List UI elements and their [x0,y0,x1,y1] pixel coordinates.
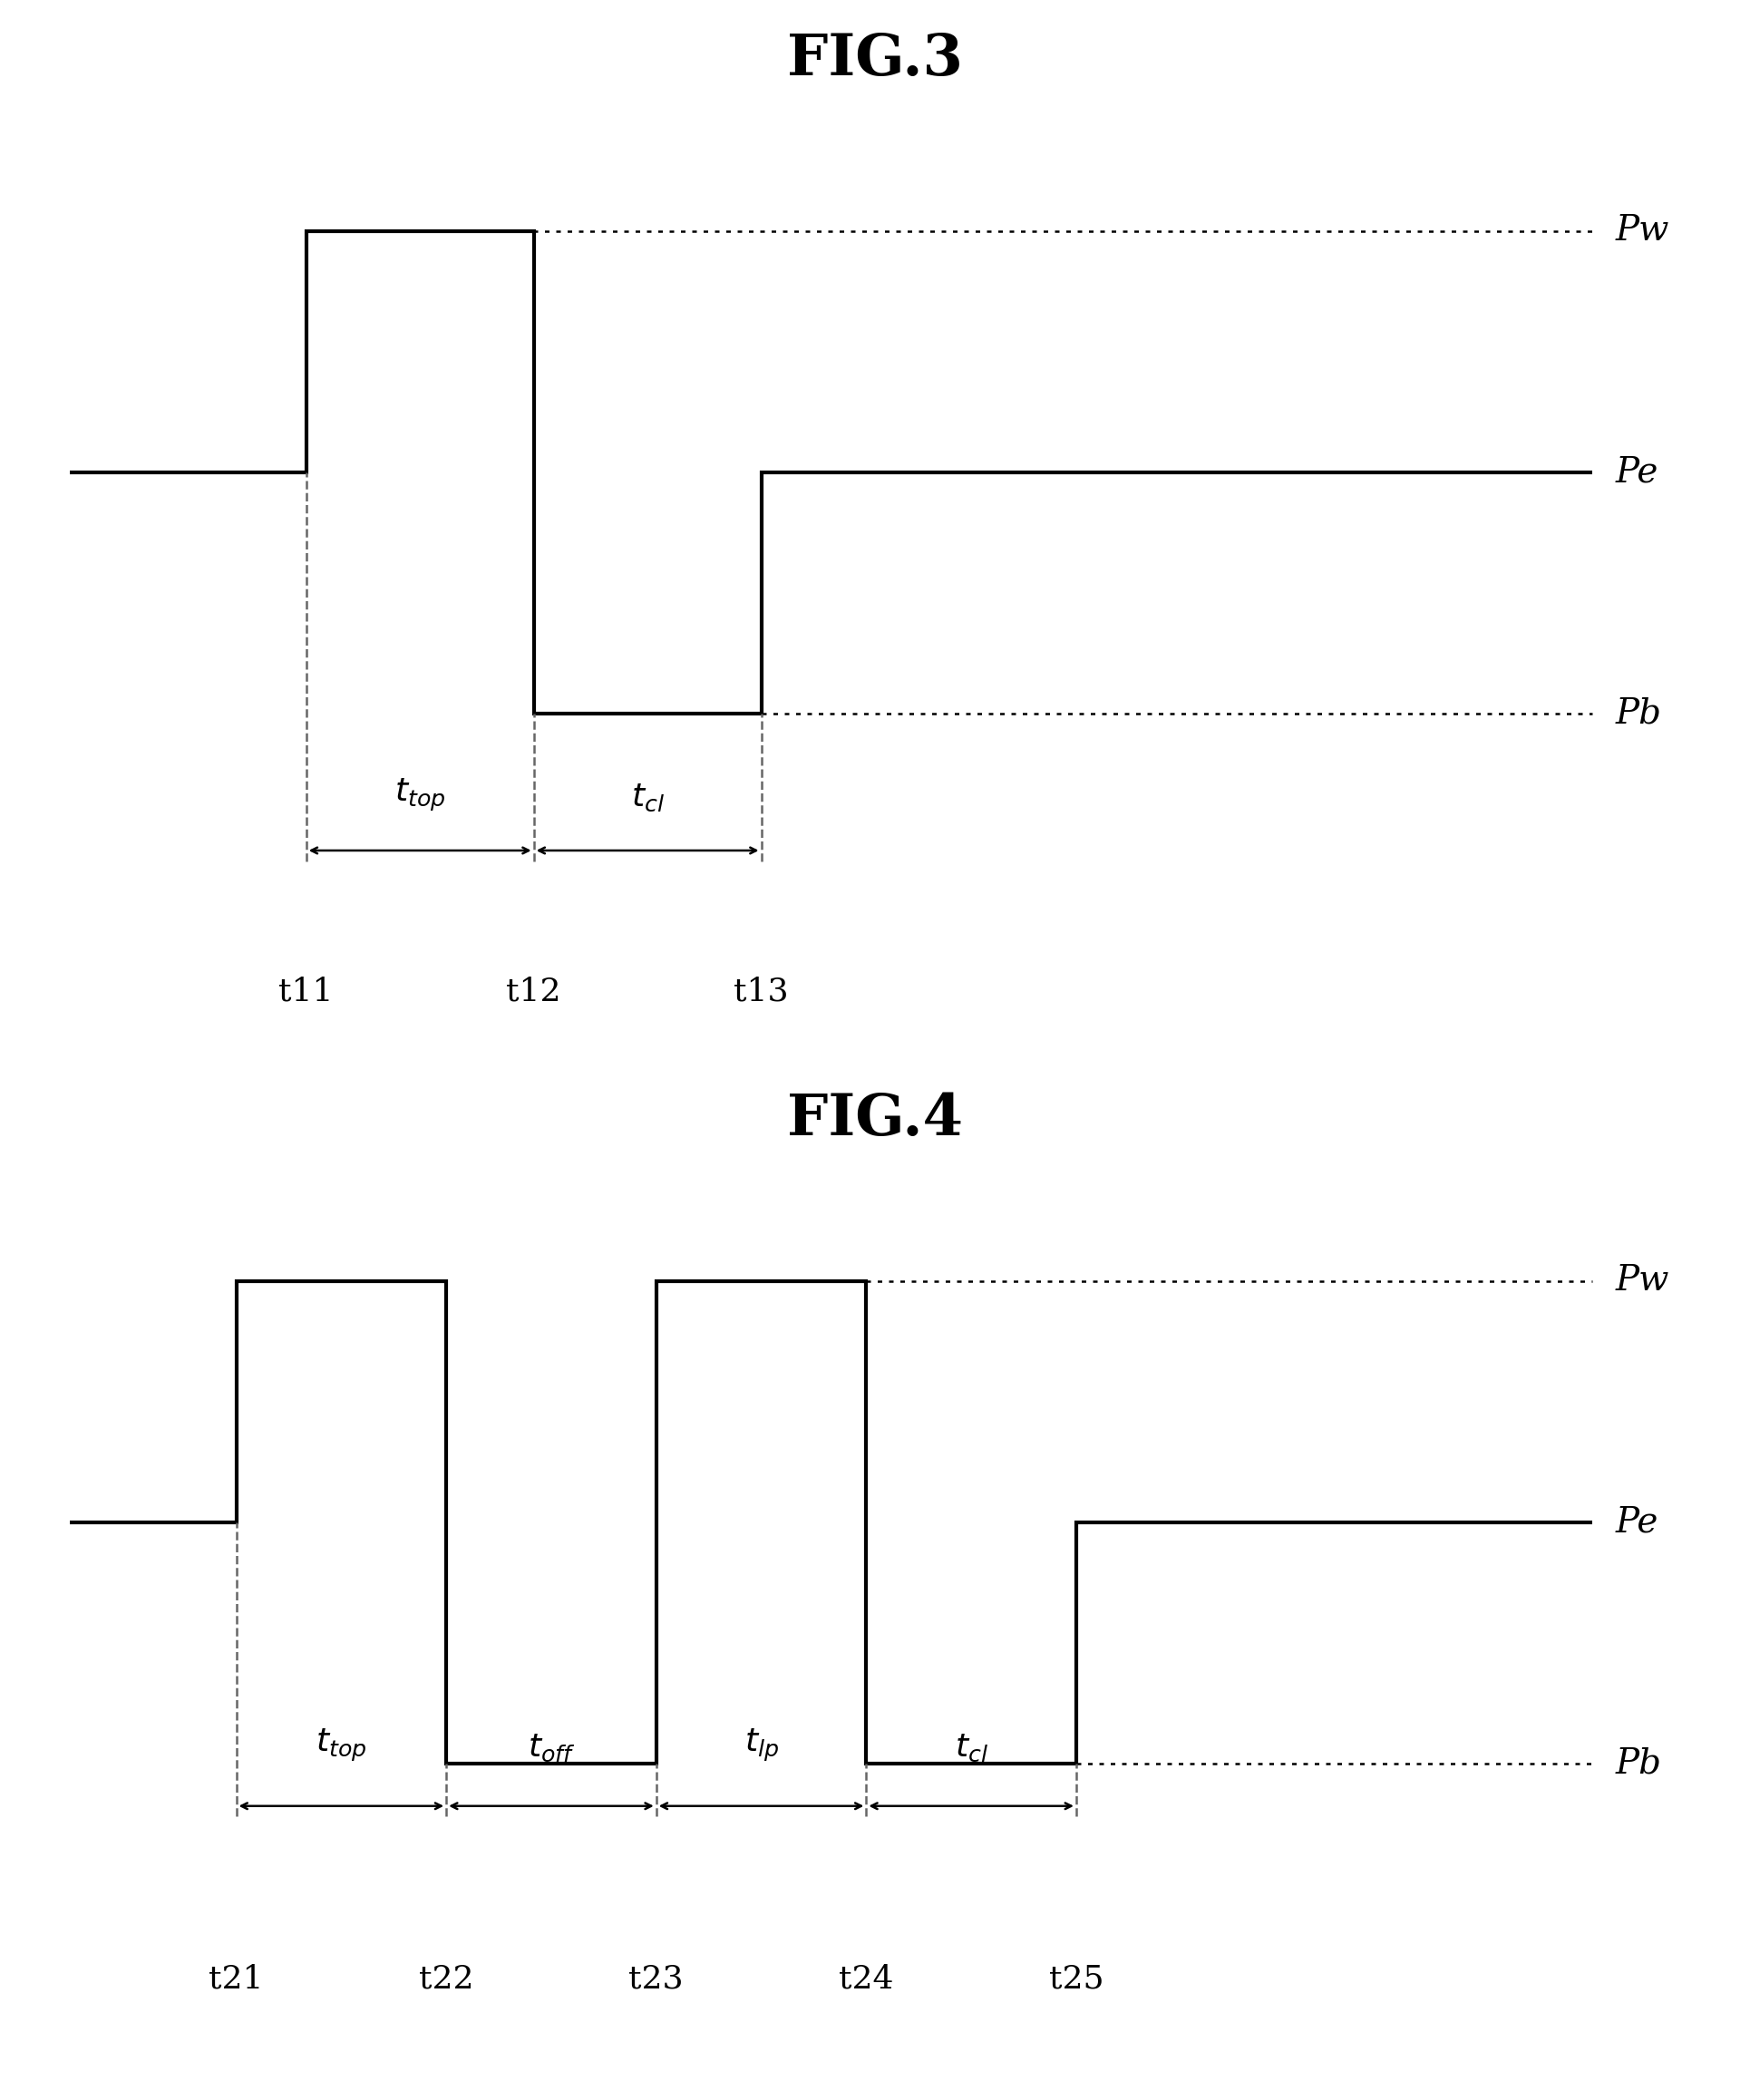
Text: FIG.4: FIG.4 [788,1092,962,1147]
Text: $t_{top}$: $t_{top}$ [315,1728,367,1764]
Text: Pw: Pw [1615,1264,1670,1298]
Text: $t_{off}$: $t_{off}$ [527,1732,576,1764]
Text: Pb: Pb [1615,697,1661,731]
Text: $t_{top}$: $t_{top}$ [394,777,446,815]
Text: t25: t25 [1048,1964,1104,1995]
Text: $t_{cl}$: $t_{cl}$ [630,783,665,815]
Text: t11: t11 [278,976,334,1008]
Text: Pe: Pe [1615,1506,1659,1539]
Text: t13: t13 [733,976,789,1008]
Text: t24: t24 [838,1964,894,1995]
Text: t21: t21 [208,1964,264,1995]
Text: t12: t12 [506,976,562,1008]
Text: $t_{lp}$: $t_{lp}$ [744,1728,779,1764]
Text: FIG.3: FIG.3 [788,32,962,86]
Text: $t_{cl}$: $t_{cl}$ [954,1732,989,1764]
Text: t22: t22 [418,1964,474,1995]
Text: Pe: Pe [1615,456,1659,489]
Text: Pb: Pb [1615,1747,1661,1781]
Text: Pw: Pw [1615,214,1670,248]
Text: t23: t23 [628,1964,684,1995]
